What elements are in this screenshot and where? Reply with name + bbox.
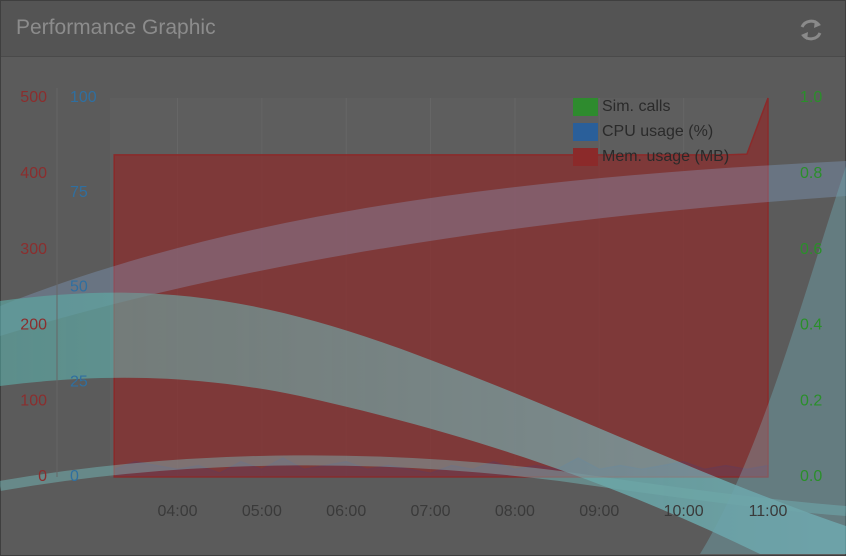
axes: 04:00 05:00 06:00 07:00 08:00 09:00 10:00 11:00… (20, 88, 822, 520)
x-tick-label: 06:00 (326, 503, 366, 520)
y-tick-label: 75 (70, 184, 88, 201)
y-tick-label: 1.0 (800, 89, 822, 106)
panel-title: Performance Graphic (16, 16, 216, 39)
y-tick-label: 0.4 (800, 317, 822, 334)
y-tick-label: 300 (20, 241, 47, 258)
y-tick-label: 0.6 (800, 241, 822, 258)
y-tick-label: 0 (70, 468, 79, 485)
title-bar: Performance Graphic (1, 1, 845, 57)
y-tick-label: 200 (20, 317, 47, 334)
legend-label: CPU usage (%) (602, 123, 713, 140)
legend-swatch (573, 148, 598, 166)
light-overlay (0, 161, 846, 554)
x-tick-label: 04:00 (157, 503, 197, 520)
x-tick-label: 07:00 (411, 503, 451, 520)
legend-label: Mem. usage (MB) (602, 148, 729, 165)
chart: Sim. calls CPU usage (%) Mem. usage (MB) 0… (0, 88, 846, 554)
y-tick-label: 0.2 (800, 392, 822, 409)
y-tick-label: 100 (70, 89, 97, 106)
x-tick-label: 09:00 (579, 503, 619, 520)
refresh-button[interactable] (797, 16, 825, 44)
y-tick-label: 50 (70, 279, 88, 296)
y-tick-label: 100 (20, 392, 47, 409)
legend-label: Sim. calls (602, 98, 670, 115)
legend-swatch (573, 98, 598, 116)
x-tick-label: 11:00 (749, 503, 788, 520)
x-tick-label: 05:00 (242, 503, 282, 520)
y-tick-label: 400 (20, 165, 47, 182)
y-tick-label: 0 (38, 468, 47, 485)
x-tick-label: 08:00 (495, 503, 535, 520)
y-tick-label: 0.0 (800, 468, 822, 485)
x-tick-label: 10:00 (664, 503, 704, 520)
y-tick-label: 0.8 (800, 165, 822, 182)
legend-swatch (573, 123, 598, 141)
legend: Sim. calls CPU usage (%) Mem. usage (MB) (573, 98, 729, 166)
y-tick-label: 25 (70, 373, 88, 390)
y-tick-label: 500 (20, 89, 47, 106)
